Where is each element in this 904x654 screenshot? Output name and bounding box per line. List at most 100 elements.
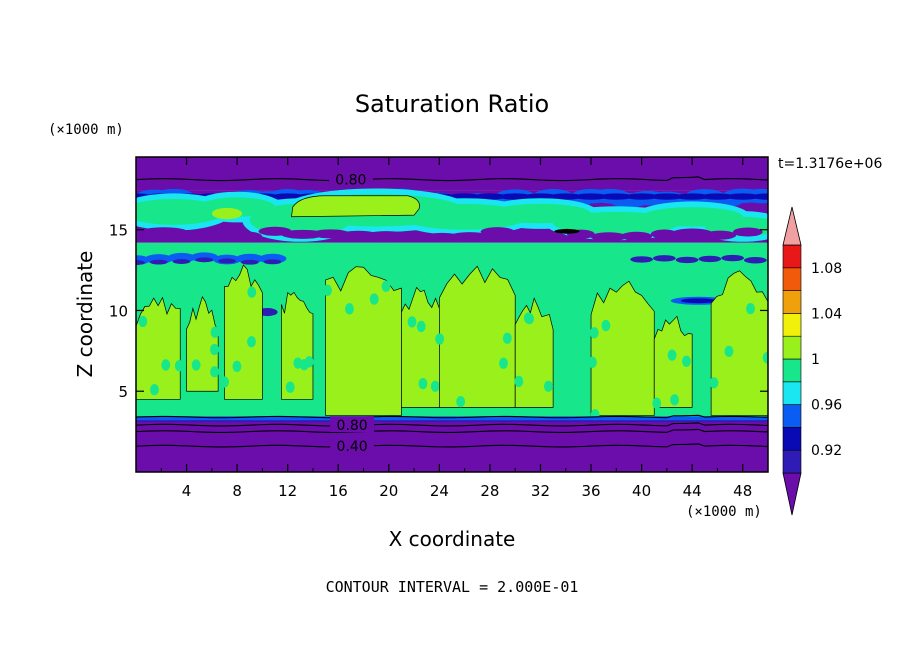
green-hole [514,375,524,388]
contour-label-bg [328,170,373,187]
contour-labels: 0.80 0.80 0.40 [328,170,375,455]
contour-label-bg [330,437,375,454]
green-hole [174,360,184,372]
navy-streak [195,257,214,263]
navy-streak [650,193,684,200]
green-hole [220,376,230,388]
contour-line-lower-080 [136,422,768,427]
navy-streak [240,259,259,265]
green-hole [418,378,428,390]
navy-streak [721,254,744,262]
x-unit-label: (×1000 m) [686,504,762,520]
transition-blue [136,416,768,421]
green-hole [502,332,512,344]
colorbar-segment [782,404,802,428]
x-tick-label: 32 [531,482,550,500]
navy-streak [726,193,760,200]
green-hole [381,280,391,292]
green-hole [210,366,219,378]
contour-field [136,157,768,472]
navy-streak [574,193,608,200]
lime-column [590,280,655,416]
green-hole [430,380,440,392]
y-tick-label: 5 [118,383,128,401]
x-tick-label: 28 [480,482,499,500]
purple-streak [480,227,515,237]
green-hole [601,319,611,332]
green-hole [369,293,379,305]
purple-streak [672,228,713,238]
navy-streak [652,255,676,262]
top-purple-band [136,157,768,191]
purple-streak [232,231,263,241]
colorbar-segment [782,335,802,360]
green-hole [247,336,256,348]
green-hole [588,356,597,368]
x-tick-label: 36 [581,482,600,500]
navy-streak [743,257,767,264]
navy-streak [149,259,168,265]
y-unit-label: (×1000 m) [48,122,124,138]
navy-streak [701,193,734,200]
colorbar-segment [782,244,802,269]
colorbar-extend-low [782,472,802,516]
navy-streak [524,193,557,200]
y-axis-label: Z coordinate [73,251,97,378]
colorbar-tick-label: 1 [811,352,820,368]
purple-streak [620,231,653,241]
lower-purple-band [136,418,768,472]
green-hole [304,356,314,368]
green-hole [667,349,677,361]
colorbar-segment [782,358,802,383]
navy-streak [675,193,709,200]
green-hole [345,303,354,315]
green-hole [435,333,445,345]
colorbar-tick-label: 1.04 [811,306,842,322]
lime-column [514,297,554,408]
colorbar-tick-label: 1.08 [811,261,842,277]
green-hole [589,327,599,339]
green-hole [416,320,426,333]
green-hole [724,345,734,358]
navy-streak [698,255,722,263]
x-tick-label: 20 [379,482,398,500]
green-hole [293,357,303,369]
transition-navy [136,420,768,422]
purple-streak [506,229,544,239]
x-tick-label: 4 [182,482,192,500]
x-tick-label: 44 [683,482,702,500]
navy-streak [498,193,532,200]
lime-column [653,315,693,408]
green-hole [138,315,148,328]
contour-line-upper [136,176,768,182]
green-hole [762,352,768,364]
green-hole [285,381,295,393]
x-axis-ticks: 4 8 12 16 20 24 28 32 36 40 44 48 [160,157,769,500]
purple-streak [177,230,206,240]
green-hole [150,384,159,396]
green-hole [247,286,257,298]
navy-streak [599,193,633,200]
x-tick-label: 24 [430,482,449,500]
green-hole [161,359,171,371]
colorbar-tick-label: 0.92 [811,443,842,459]
navy-streak [473,193,507,200]
navy-streak [172,259,191,264]
green-hole [210,326,220,338]
navy-streak [448,193,482,200]
colorbar: 0.92 0.96 1 1.04 1.08 [782,206,842,516]
chart-title: Saturation Ratio [355,90,549,118]
navy-streak [625,193,659,200]
lime-column [325,266,402,416]
colorbar-extend-high [782,206,802,246]
navy-streak [218,258,236,264]
contour-lines [136,176,768,448]
x-tick-label: 8 [232,482,242,500]
contour-line-lower-040 [136,443,768,448]
contour-label-bg [330,416,375,433]
contour-label: 0.40 [337,439,368,455]
lime-column [281,291,314,400]
time-label: t=1.3176e+06 [778,156,882,172]
colorbar-tick-label: 0.96 [811,398,842,414]
